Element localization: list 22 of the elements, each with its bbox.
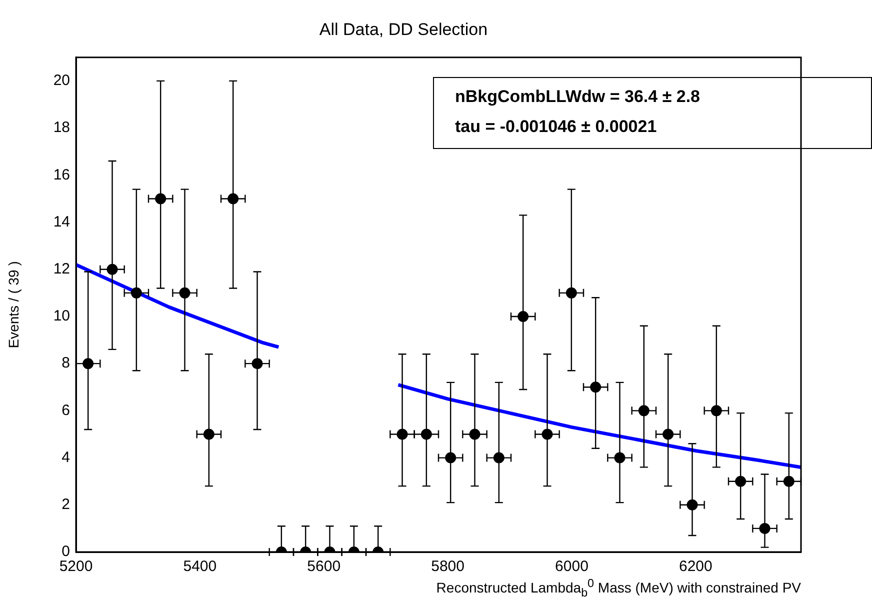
chart-title: All Data, DD Selection [319,20,488,39]
y-axis-title: Events / ( 39 ) [5,261,22,348]
y-tick-label: 8 [62,354,70,372]
annotation: tau = -0.001046 ± 0.00021 [454,116,658,138]
y-tick-label: 16 [53,166,70,184]
x-tick-label: 5800 [431,558,464,576]
y-tick-label: 0 [62,543,70,560]
y-tick-label: 12 [53,260,70,278]
y-tick-label: 20 [53,72,70,90]
x-tick-label: 5600 [307,558,341,576]
x-tick-label: 5200 [59,558,93,576]
x-tick-label: 5400 [183,558,217,576]
y-tick-label: 18 [53,119,70,136]
x-tick-label: 6200 [678,558,712,576]
y-tick-label: 2 [62,496,70,514]
y-tick-label: 4 [62,448,70,466]
y-tick-label: 14 [53,213,70,230]
y-tick-label: 6 [62,402,70,419]
y-tick-label: 10 [53,308,70,325]
x-tick-label: 6000 [555,558,588,576]
x-axis-title: Reconstructed Lambda$_{b}$$^{0}$ Mass (MeV) with constrained PV [436,576,801,602]
annotation: nBkgCombLLWdw = 36.4 ± 2.8 [454,86,702,108]
